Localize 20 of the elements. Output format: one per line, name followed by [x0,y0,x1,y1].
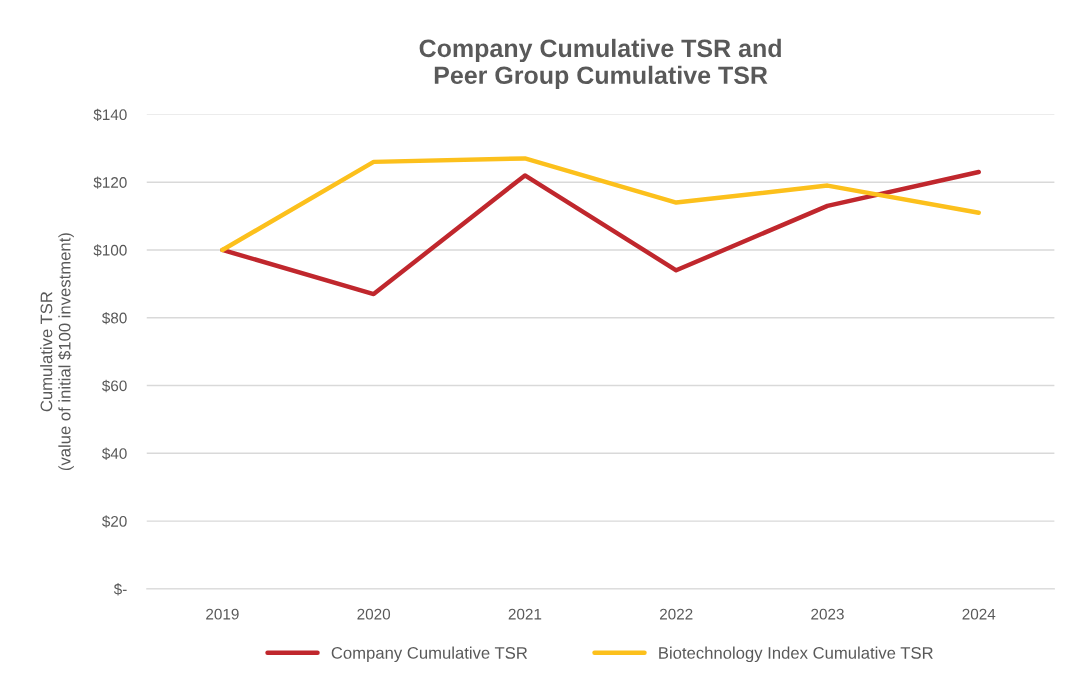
y-tick-label: $100 [93,244,127,257]
x-tick-label: 2020 [357,608,391,620]
x-tick-label: 2023 [811,608,844,620]
y-tick-label: $40 [101,447,127,460]
legend-label: Company Cumulative TSR [331,646,528,663]
y-tick-label: $80 [101,311,127,325]
x-tick-label: 2019 [206,608,239,620]
line-series [220,169,981,297]
y-tick-label: $120 [93,176,127,189]
y-axis-title: Cumulative TSR (value of initial $100 investment) [40,233,74,471]
y-tick-label: $- [113,583,127,596]
x-tick-label: 2022 [659,608,693,620]
legend-label: Biotechnology Index Cumulative TSR [659,646,933,663]
line-series [220,156,981,253]
x-tick-label: 2021 [508,608,542,620]
y-tick-label: $20 [101,515,127,528]
y-tick-label: $60 [101,379,127,393]
x-tick-label: 2024 [962,608,996,620]
y-tick-label: $140 [93,108,127,122]
chart-title: Company Cumulative TSR and Peer Group Cumulative TSR [419,38,781,90]
